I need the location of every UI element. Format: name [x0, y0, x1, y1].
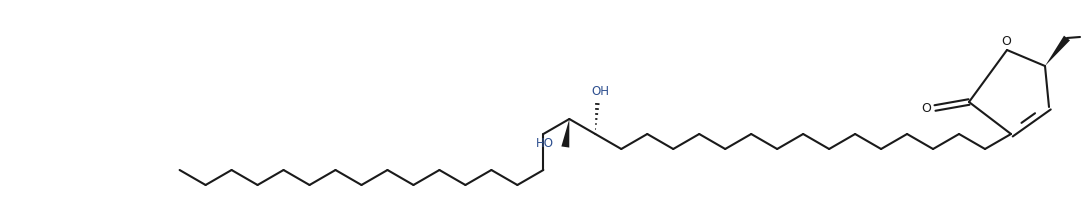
Text: OH: OH [591, 85, 609, 98]
Text: HO: HO [536, 137, 555, 149]
Text: O: O [921, 101, 931, 115]
Text: O: O [1001, 34, 1011, 48]
Polygon shape [561, 119, 569, 148]
Polygon shape [1045, 36, 1070, 66]
